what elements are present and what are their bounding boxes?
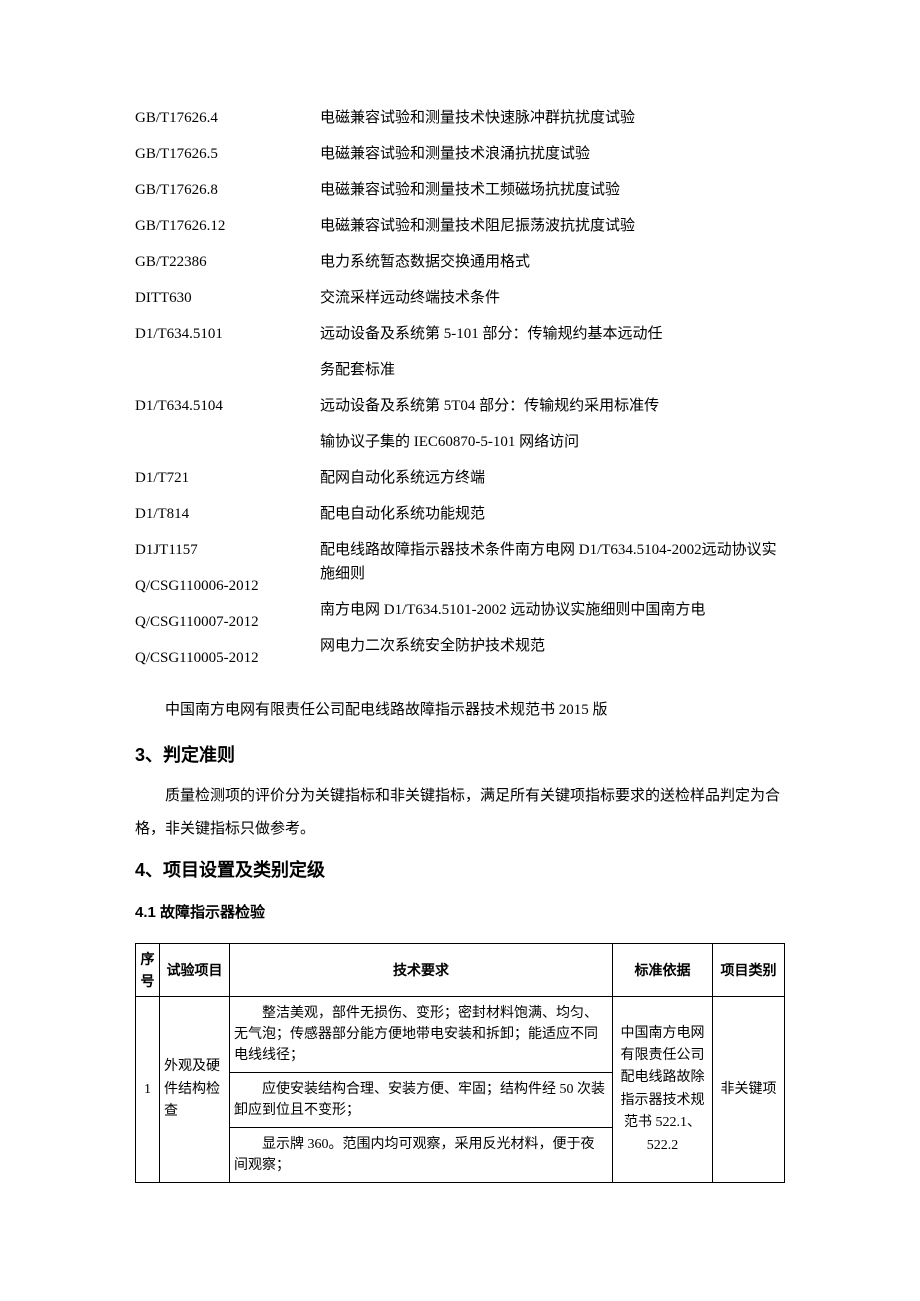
standards-codes-column: GB/T17626.4 GB/T17626.5 GB/T17626.8 GB/T… — [135, 100, 320, 676]
standard-code: Q/CSG110005-2012 — [135, 640, 320, 676]
cell-category: 非关键项 — [713, 997, 785, 1183]
standards-reference-block: GB/T17626.4 GB/T17626.5 GB/T17626.8 GB/T… — [135, 100, 785, 676]
th-basis: 标准依据 — [613, 943, 713, 997]
section-4-heading: 4、项目设置及类别定级 — [135, 856, 785, 885]
standard-desc: 电力系统暂态数据交换通用格式 — [320, 244, 785, 280]
standard-desc: 远动设备及系统第 5-101 部分：传输规约基本远动任 — [320, 316, 785, 352]
cell-requirements: 整洁美观，部件无损伤、变形；密封材料饱满、均匀、无气泡；传感器部分能方便地带电安… — [230, 997, 613, 1183]
section-3-paragraph: 质量检测项的评价分为关键指标和非关键指标，满足所有关键项指标要求的送检样品判定为… — [135, 780, 785, 846]
standard-desc: 配电自动化系统功能规范 — [320, 496, 785, 532]
standard-desc: 电磁兼容试验和测量技术阻尼振荡波抗扰度试验 — [320, 208, 785, 244]
spec-reference-line: 中国南方电网有限责任公司配电线路故障指示器技术规范书 2015 版 — [135, 694, 785, 727]
section-4-title: 项目设置及类别定级 — [163, 860, 325, 880]
cell-basis: 中国南方电网有限责任公司配电线路故除指示器技术规范书 522.1、522.2 — [613, 997, 713, 1183]
section-4-1-subheading: 4.1 故障指示器检验 — [135, 901, 785, 925]
req-part-3: 显示牌 360。范围内均可观察，采用反光材料，便于夜间观察； — [230, 1128, 612, 1182]
standard-code: GB/T17626.5 — [135, 136, 320, 172]
th-item: 试验项目 — [160, 943, 230, 997]
th-seq: 序号 — [136, 943, 160, 997]
table-row: 1 外观及硬件结构检查 整洁美观，部件无损伤、变形；密封材料饱满、均匀、无气泡；… — [136, 997, 785, 1183]
section-3-number: 3、 — [135, 745, 163, 765]
standard-code: D1/T634.5101 — [135, 316, 320, 352]
standard-desc: 南方电网 D1/T634.5101-2002 远动协议实施细则中国南方电 — [320, 592, 785, 628]
inspection-table: 序号 试验项目 技术要求 标准依据 项目类别 1 外观及硬件结构检查 整洁美观，… — [135, 943, 785, 1184]
standard-desc: 网电力二次系统安全防护技术规范 — [320, 628, 785, 664]
standard-code: D1JT1157 — [135, 532, 320, 568]
standard-code: D1/T634.5104 — [135, 388, 320, 424]
standard-desc: 输协议子集的 IEC60870-5-101 网络访问 — [320, 424, 785, 460]
standard-code: D1/T721 — [135, 460, 320, 496]
standard-code: Q/CSG110006-2012 — [135, 568, 320, 604]
standard-code — [135, 424, 320, 460]
req-part-1: 整洁美观，部件无损伤、变形；密封材料饱满、均匀、无气泡；传感器部分能方便地带电安… — [230, 997, 612, 1073]
standard-code — [135, 352, 320, 388]
th-req: 技术要求 — [230, 943, 613, 997]
section-3-heading: 3、判定准则 — [135, 741, 785, 770]
standard-desc: 配网自动化系统远方终端 — [320, 460, 785, 496]
standard-code: GB/T22386 — [135, 244, 320, 280]
standard-code: Q/CSG110007-2012 — [135, 604, 320, 640]
standard-desc: 交流采样远动终端技术条件 — [320, 280, 785, 316]
standard-code: DITT630 — [135, 280, 320, 316]
standard-desc: 务配套标准 — [320, 352, 785, 388]
th-cat: 项目类别 — [713, 943, 785, 997]
section-4-number: 4、 — [135, 860, 163, 880]
standard-code: GB/T17626.12 — [135, 208, 320, 244]
section-3-title: 判定准则 — [163, 745, 235, 765]
table-header-row: 序号 试验项目 技术要求 标准依据 项目类别 — [136, 943, 785, 997]
cell-item: 外观及硬件结构检查 — [160, 997, 230, 1183]
standard-desc: 电磁兼容试验和测量技术快速脉冲群抗扰度试验 — [320, 100, 785, 136]
req-part-2: 应使安装结构合理、安装方便、牢固；结构件经 50 次装卸应到位且不变形； — [230, 1073, 612, 1128]
standard-desc: 电磁兼容试验和测量技术工频磁场抗扰度试验 — [320, 172, 785, 208]
standard-code: GB/T17626.4 — [135, 100, 320, 136]
standard-desc: 电磁兼容试验和测量技术浪涌抗扰度试验 — [320, 136, 785, 172]
standards-descriptions-column: 电磁兼容试验和测量技术快速脉冲群抗扰度试验 电磁兼容试验和测量技术浪涌抗扰度试验… — [320, 100, 785, 676]
standard-desc: 配电线路故障指示器技术条件南方电网 D1/T634.5104-2002远动协议实… — [320, 532, 785, 592]
standard-code: GB/T17626.8 — [135, 172, 320, 208]
standard-desc: 远动设备及系统第 5T04 部分：传输规约采用标准传 — [320, 388, 785, 424]
standard-code: D1/T814 — [135, 496, 320, 532]
cell-seq: 1 — [136, 997, 160, 1183]
